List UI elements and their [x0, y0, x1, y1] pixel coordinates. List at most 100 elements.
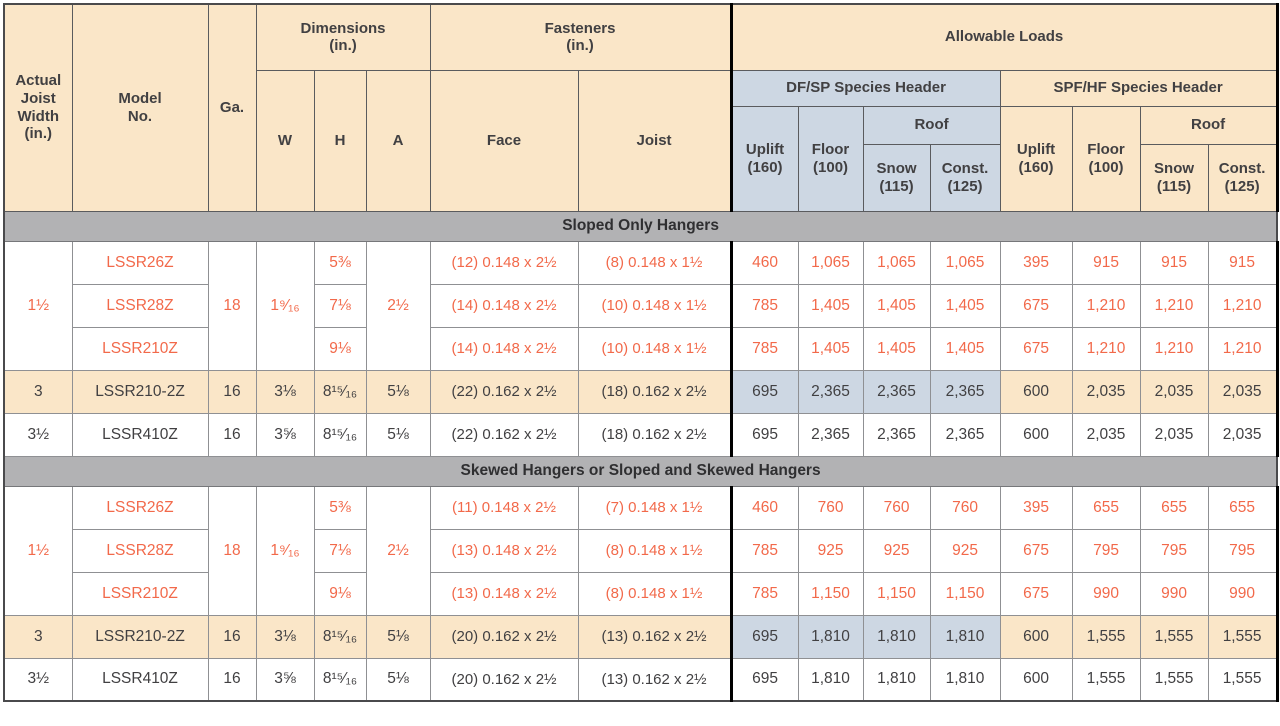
cell-ga: 16: [207, 614, 257, 659]
cell-df-floor: 925: [797, 528, 864, 573]
cell-joist-fasteners: (7) 0.148 x 1½: [577, 485, 733, 530]
col-header-df-const: Const. (125): [929, 143, 1001, 212]
cell-df-const: 1,405: [929, 283, 1001, 328]
cell-spf-uplift: 600: [999, 369, 1073, 414]
cell-df-const: 1,405: [929, 326, 1001, 371]
col-header-model-no: Model No.: [71, 3, 209, 212]
col-header-w: W: [255, 69, 315, 212]
cell-dim-a: 5⅛: [365, 369, 431, 414]
cell-df-snow: 1,405: [862, 326, 931, 371]
cell-spf-floor: 655: [1071, 485, 1141, 530]
cell-df-const: 1,065: [929, 240, 1001, 285]
cell-spf-const: 990: [1207, 571, 1279, 616]
table-header: Actual Joist Width (in.) Model No. Ga. D…: [3, 3, 1279, 212]
cell-df-const: 1,810: [929, 657, 1001, 702]
cell-dim-w: 3⅛: [255, 369, 315, 414]
cell-dim-h: 8¹⁵⁄₁₆: [313, 412, 367, 457]
cell-spf-const: 655: [1207, 485, 1279, 530]
cell-spf-snow: 655: [1139, 485, 1209, 530]
cell-spf-snow: 1,210: [1139, 326, 1209, 371]
cell-dim-h: 9⅛: [313, 571, 367, 616]
col-header-h: H: [313, 69, 367, 212]
col-header-spf-uplift: Uplift (160): [999, 105, 1073, 212]
cell-face-fasteners: (14) 0.148 x 2½: [429, 326, 579, 371]
cell-spf-snow: 915: [1139, 240, 1209, 285]
cell-df-floor: 2,365: [797, 412, 864, 457]
cell-spf-const: 1,555: [1207, 657, 1279, 702]
cell-spf-floor: 1,555: [1071, 614, 1141, 659]
cell-df-uplift: 785: [729, 528, 799, 573]
cell-dim-h: 8¹⁵⁄₁₆: [313, 614, 367, 659]
cell-spf-floor: 1,210: [1071, 283, 1141, 328]
cell-df-uplift: 460: [729, 240, 799, 285]
col-group-allowable-loads: Allowable Loads: [729, 3, 1279, 71]
cell-face-fasteners: (14) 0.148 x 2½: [429, 283, 579, 328]
col-header-joist: Joist: [577, 69, 732, 212]
col-group-dimensions: Dimensions (in.): [255, 3, 431, 71]
cell-spf-floor: 1,555: [1071, 657, 1141, 702]
cell-face-fasteners: (11) 0.148 x 2½: [429, 485, 579, 530]
col-header-face: Face: [429, 69, 579, 212]
cell-face-fasteners: (12) 0.148 x 2½: [429, 240, 579, 285]
cell-model: LSSR210Z: [71, 326, 209, 371]
cell-spf-uplift: 675: [999, 326, 1073, 371]
col-group-spf-roof: Roof: [1139, 105, 1279, 145]
cell-df-uplift: 695: [729, 614, 799, 659]
cell-dim-a: 2½: [365, 240, 431, 371]
cell-df-uplift: 695: [729, 412, 799, 457]
cell-df-floor: 1,150: [797, 571, 864, 616]
cell-df-uplift: 785: [729, 283, 799, 328]
cell-df-uplift: 695: [729, 369, 799, 414]
cell-df-snow: 1,810: [862, 614, 931, 659]
cell-dim-h: 7⅛: [313, 528, 367, 573]
cell-joist-fasteners: (13) 0.162 x 2½: [577, 657, 733, 702]
cell-dim-h: 9⅛: [313, 326, 367, 371]
cell-df-uplift: 785: [729, 571, 799, 616]
cell-ga: 16: [207, 369, 257, 414]
cell-df-floor: 760: [797, 485, 864, 530]
cell-spf-snow: 1,210: [1139, 283, 1209, 328]
cell-spf-snow: 1,555: [1139, 657, 1209, 702]
col-group-df-sp-species-header: DF/SP Species Header: [729, 69, 1001, 107]
cell-spf-floor: 2,035: [1071, 412, 1141, 457]
cell-df-const: 1,810: [929, 614, 1001, 659]
cell-joist-fasteners: (10) 0.148 x 1½: [577, 326, 733, 371]
cell-dim-w: 3⅝: [255, 412, 315, 457]
table-row: LSSR28Z 7⅛ (13) 0.148 x 2½ (8) 0.148 x 1…: [4, 528, 1279, 573]
cell-joist-fasteners: (8) 0.148 x 1½: [577, 571, 733, 616]
cell-joist-width: 3: [3, 614, 73, 659]
col-header-a: A: [365, 69, 431, 212]
cell-face-fasteners: (13) 0.148 x 2½: [429, 571, 579, 616]
section-title: Skewed Hangers or Sloped and Skewed Hang…: [4, 455, 1278, 487]
col-header-df-floor: Floor (100): [797, 105, 864, 212]
cell-df-snow: 760: [862, 485, 931, 530]
cell-df-snow: 1,810: [862, 657, 931, 702]
cell-df-uplift: 695: [729, 657, 799, 702]
table-row: 1½ LSSR26Z 18 1⁹⁄₁₆ 5⅜ 2½ (11) 0.148 x 2…: [3, 485, 1279, 616]
cell-model: LSSR28Z: [71, 528, 209, 573]
table-row: 3½ LSSR410Z 16 3⅝ 8¹⁵⁄₁₆ 5⅛ (20) 0.162 x…: [3, 657, 1279, 702]
cell-spf-const: 915: [1207, 240, 1279, 285]
cell-df-snow: 2,365: [862, 369, 931, 414]
cell-joist-fasteners: (10) 0.148 x 1½: [577, 283, 733, 328]
col-group-spf-hf-species-header: SPF/HF Species Header: [999, 69, 1279, 107]
col-group-df-roof: Roof: [862, 105, 1001, 145]
cell-df-snow: 1,405: [862, 283, 931, 328]
cell-spf-snow: 990: [1139, 571, 1209, 616]
col-group-fasteners: Fasteners (in.): [429, 3, 732, 71]
table-row: LSSR28Z 7⅛ (14) 0.148 x 2½ (10) 0.148 x …: [4, 283, 1279, 328]
cell-model: LSSR210-2Z: [71, 369, 209, 414]
col-header-df-snow: Snow (115): [862, 143, 931, 212]
table-row: 3½ LSSR410Z 16 3⅝ 8¹⁵⁄₁₆ 5⅛ (22) 0.162 x…: [3, 412, 1279, 457]
cell-dim-h: 7⅛: [313, 283, 367, 328]
section-title: Sloped Only Hangers: [4, 210, 1278, 242]
section-band-sloped-only: Sloped Only Hangers: [4, 210, 1278, 242]
cell-spf-floor: 1,210: [1071, 326, 1141, 371]
cell-joist-fasteners: (18) 0.162 x 2½: [577, 412, 733, 457]
cell-df-floor: 1,810: [797, 657, 864, 702]
cell-spf-const: 1,555: [1207, 614, 1279, 659]
cell-spf-const: 2,035: [1207, 369, 1279, 414]
cell-face-fasteners: (20) 0.162 x 2½: [429, 657, 579, 702]
table-row: LSSR210Z 9⅛ (13) 0.148 x 2½ (8) 0.148 x …: [4, 571, 1279, 616]
